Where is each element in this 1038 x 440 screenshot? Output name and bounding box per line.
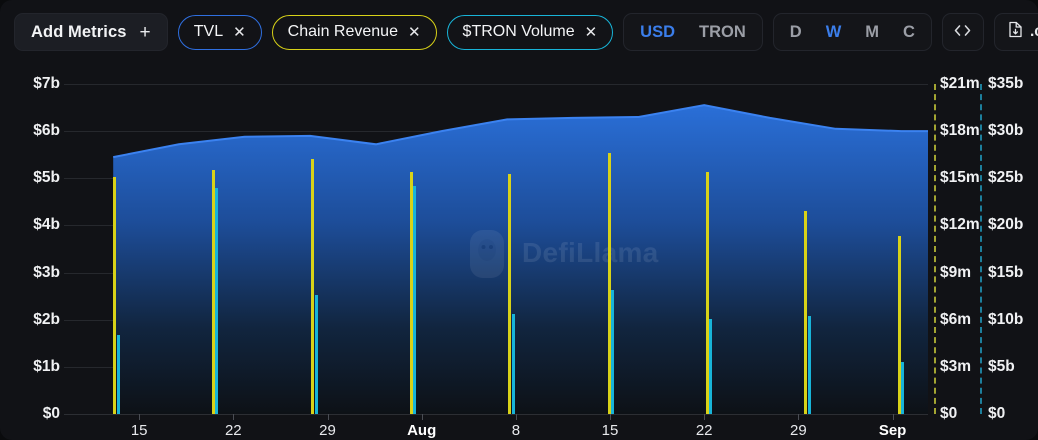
y-tick-label: $12m bbox=[940, 216, 980, 234]
x-tick-label: 15 bbox=[130, 422, 148, 439]
close-icon[interactable]: ✕ bbox=[233, 23, 246, 41]
x-tick-label: Sep bbox=[878, 422, 907, 439]
tron-volume-bar bbox=[116, 334, 120, 414]
metric-pill-label: Chain Revenue bbox=[287, 23, 398, 40]
chain-revenue-bar bbox=[311, 159, 315, 414]
metric-pill-0[interactable]: TVL ✕ bbox=[177, 14, 262, 50]
currency-option-tron[interactable]: TRON bbox=[699, 22, 746, 41]
file-download-icon bbox=[1008, 21, 1023, 43]
tron-volume-bar bbox=[215, 187, 219, 414]
y-tick-label: $6m bbox=[940, 310, 972, 328]
x-tick bbox=[139, 414, 141, 420]
x-tick bbox=[610, 414, 611, 420]
x-tick-label: 29 bbox=[790, 422, 807, 439]
toolbar-right-group: USD TRON D W M C bbox=[623, 13, 1038, 51]
y-tick-label: $7b bbox=[33, 75, 60, 92]
x-tick-label: 8 bbox=[511, 422, 521, 439]
y-tick-label: $15m bbox=[940, 169, 980, 187]
y-tick-label: $6b bbox=[33, 122, 60, 140]
timeframe-option-c[interactable]: C bbox=[903, 22, 915, 41]
add-metrics-label: Add Metrics bbox=[31, 22, 127, 41]
y-tick-label: $25b bbox=[988, 169, 1024, 187]
tron-volume-bar bbox=[610, 289, 614, 414]
tron-volume-bar bbox=[709, 318, 713, 414]
metric-pill-1[interactable]: Chain Revenue ✕ bbox=[271, 14, 437, 50]
y-tick-label: $2b bbox=[33, 310, 60, 328]
x-axis: 15 22 29 Aug 8 15 22 29 Sep bbox=[64, 414, 928, 440]
y-tick-label: $5b bbox=[33, 169, 60, 187]
csv-button-label: .csv bbox=[1029, 23, 1038, 40]
chart-area[interactable]: DefiLlama $7b$6b$5b$4b$3b$2b$1b$0 $21m$1… bbox=[0, 64, 1038, 440]
timeframe-option-w[interactable]: W bbox=[825, 22, 842, 41]
chain-revenue-bar bbox=[897, 236, 901, 414]
tron-volume-bar bbox=[314, 295, 318, 414]
plus-icon: + bbox=[139, 21, 151, 43]
x-tick-label: 29 bbox=[319, 422, 336, 439]
y-tick-label: $0 bbox=[42, 405, 60, 422]
y-tick-label: $15b bbox=[988, 263, 1024, 281]
y-tick-label: $35b bbox=[988, 75, 1024, 92]
metric-pill-list: TVL ✕ Chain Revenue ✕ $TRON Volume ✕ bbox=[177, 14, 614, 50]
y-tick-label: $4b bbox=[33, 216, 60, 234]
gridline bbox=[64, 84, 928, 85]
download-csv-button[interactable]: .csv bbox=[993, 13, 1038, 51]
chain-revenue-bar bbox=[706, 172, 709, 414]
y-tick-label: $1b bbox=[33, 357, 60, 375]
metric-pill-label: $TRON Volume bbox=[462, 23, 575, 40]
left-y-axis-labels: $7b $6b $5b $4b $3b $2b $1b $0 bbox=[0, 75, 60, 422]
bar-series-layer bbox=[64, 84, 928, 414]
x-tick-label: 22 bbox=[224, 422, 242, 439]
chain-revenue-axis-line bbox=[934, 84, 936, 414]
y-tick-label: $3b bbox=[33, 263, 60, 281]
x-tick-label: Aug bbox=[407, 422, 437, 439]
y-tick-label: $10b bbox=[988, 310, 1024, 328]
x-tick bbox=[421, 414, 423, 420]
chain-revenue-y-axis-labels: $21m $18m $15m $12m $9m $6m $3m $0 bbox=[0, 75, 1038, 422]
x-tick bbox=[798, 414, 800, 420]
timeframe-option-d[interactable]: D bbox=[789, 22, 802, 41]
x-tick-label: 15 bbox=[601, 422, 619, 439]
x-tick bbox=[327, 414, 329, 420]
embed-code-button[interactable] bbox=[941, 13, 984, 51]
chain-revenue-bar bbox=[211, 170, 215, 414]
chain-revenue-bar bbox=[409, 172, 413, 414]
tron-volume-y-axis-labels: $35b $30b $25b $20b $15b $10b $5b $0 bbox=[0, 75, 1038, 422]
chain-revenue-bar bbox=[113, 176, 117, 414]
tron-volume-bar bbox=[511, 314, 515, 414]
metric-pill-label: TVL bbox=[193, 23, 224, 40]
tron-volume-bar bbox=[413, 185, 417, 414]
code-brackets-icon bbox=[954, 24, 971, 41]
y-tick-label: $30b bbox=[988, 122, 1024, 140]
x-tick bbox=[515, 414, 517, 420]
y-tick-label: $0 bbox=[940, 405, 958, 422]
y-tick-label: $9m bbox=[940, 263, 972, 281]
chain-revenue-bar bbox=[804, 211, 808, 414]
metric-pill-2[interactable]: $TRON Volume ✕ bbox=[446, 14, 614, 50]
x-tick bbox=[704, 414, 706, 420]
x-tick bbox=[233, 414, 235, 420]
close-icon[interactable]: ✕ bbox=[584, 23, 598, 41]
chain-revenue-bar bbox=[508, 173, 512, 414]
y-tick-label: $3m bbox=[940, 357, 972, 375]
chart-toolbar: Add Metrics + TVL ✕ Chain Revenue ✕ $TRON Vo… bbox=[0, 0, 1038, 64]
timeframe-option-m[interactable]: M bbox=[865, 22, 880, 41]
y-tick-label: $21m bbox=[940, 75, 980, 92]
chain-revenue-bar bbox=[607, 153, 611, 414]
x-tick bbox=[892, 414, 894, 420]
tron-volume-bar bbox=[807, 315, 811, 414]
x-axis-baseline bbox=[64, 414, 928, 415]
y-tick-label: $5b bbox=[988, 357, 1015, 375]
currency-toggle-group[interactable]: USD TRON bbox=[623, 13, 763, 51]
y-tick-label: $20b bbox=[988, 216, 1024, 234]
x-tick-label: 22 bbox=[695, 422, 713, 439]
y-tick-label: $18m bbox=[940, 122, 980, 140]
y-tick-label: $0 bbox=[988, 405, 1006, 422]
close-icon[interactable]: ✕ bbox=[407, 23, 421, 41]
currency-option-usd[interactable]: USD bbox=[640, 22, 676, 41]
add-metrics-button[interactable]: Add Metrics + bbox=[14, 13, 168, 51]
tron-volume-bar bbox=[901, 362, 905, 414]
tron-volume-axis-line bbox=[980, 84, 982, 414]
